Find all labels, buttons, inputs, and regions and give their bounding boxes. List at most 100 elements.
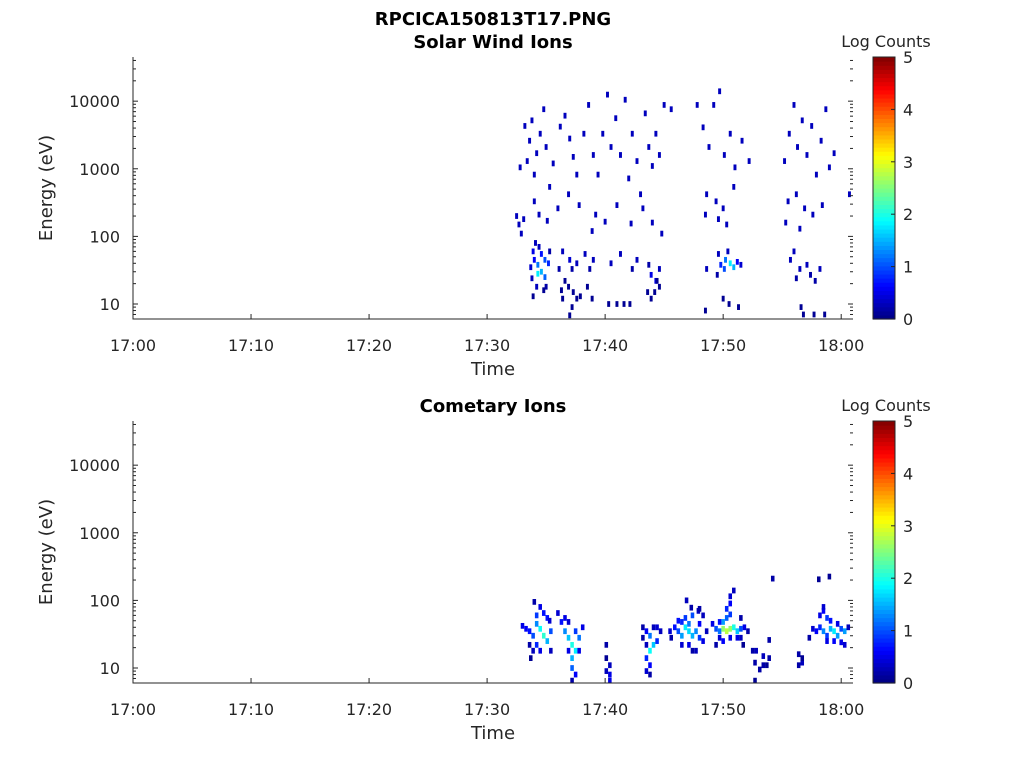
spectrogram-cell	[608, 677, 612, 683]
colorbar-segment	[873, 515, 895, 520]
spectrogram-cell	[728, 600, 733, 607]
spectrogram-cell	[690, 612, 695, 619]
spectrogram-cell	[739, 615, 743, 621]
spectrogram-cell	[697, 634, 702, 641]
spectrogram-cell	[821, 607, 826, 614]
spectrogram-cell	[644, 655, 649, 661]
colorbar-segment	[873, 224, 895, 230]
spectrogram-cell	[570, 677, 574, 683]
spectrogram-cell	[649, 295, 653, 302]
spectrogram-cell	[717, 634, 722, 641]
spectrogram-cell	[690, 632, 695, 639]
x-tick-label: 17:30	[464, 700, 510, 719]
spectrogram-cell	[534, 612, 539, 619]
spectrogram-cell	[814, 628, 819, 635]
colorbar-segment	[873, 282, 895, 287]
spectrogram-cell	[707, 144, 711, 150]
colorbar-segment	[873, 122, 895, 128]
colorbar-segment	[873, 613, 895, 619]
spectrogram-cell	[580, 624, 585, 631]
spectrogram-cell	[846, 624, 851, 631]
spectrogram-cell	[577, 647, 581, 654]
spectrogram-cell	[683, 615, 688, 621]
spectrogram-cell	[721, 295, 725, 302]
y-tick-label: 1000	[79, 524, 120, 543]
spectrogram-cell	[737, 304, 740, 310]
colorbar-segment	[873, 637, 895, 643]
spectrogram-cell	[842, 641, 847, 648]
spectrogram-cell	[571, 154, 575, 160]
spectrogram-cell	[705, 266, 709, 272]
spectrogram-cell	[649, 271, 653, 278]
colorbar-segment	[873, 597, 895, 602]
colorbar-segment	[873, 175, 895, 181]
colorbar-segment	[873, 678, 895, 684]
spectrogram-cell	[644, 668, 649, 674]
colorbar-segment	[873, 200, 895, 205]
spectrogram-cell	[541, 632, 546, 639]
colorbar-segment	[873, 547, 895, 553]
spectrogram-cell	[541, 610, 546, 616]
colorbar-title: Log Counts	[841, 32, 931, 51]
spectrogram-cell	[591, 152, 595, 158]
spectrogram-cell	[651, 641, 656, 648]
colorbar-frame	[872, 56, 896, 320]
spectrogram-cell	[740, 137, 744, 144]
spectrogram-cell	[641, 624, 645, 631]
colorbar-segment	[873, 134, 895, 140]
spectrogram-cell	[739, 625, 743, 632]
spectrogram-cell	[650, 163, 654, 169]
x-tick-label: 17:00	[110, 336, 156, 355]
spectrogram-cell	[724, 615, 729, 621]
colorbar-segment	[873, 453, 895, 459]
colorbar-segment	[873, 114, 895, 119]
colorbar-segment	[873, 273, 895, 279]
colorbar-segment	[873, 306, 895, 312]
spectrogram-cell	[680, 641, 684, 648]
spectrogram-cell	[669, 106, 673, 113]
spectrogram-cell	[545, 615, 550, 621]
spectrogram-cell	[798, 266, 802, 272]
spectrogram-cell	[694, 628, 698, 635]
colorbar-segment	[873, 241, 895, 246]
spectrogram-cell	[680, 619, 684, 625]
spectrogram-cell	[577, 202, 581, 208]
y-tick-label: 10000	[69, 456, 120, 475]
spectrogram-cell	[573, 628, 578, 635]
colorbar-segment	[873, 445, 895, 451]
colorbar-segment	[873, 245, 895, 250]
colorbar-segment	[873, 192, 895, 197]
spectrogram-cell	[648, 671, 652, 678]
spectrogram-cell	[542, 287, 546, 294]
spectrogram-cell	[794, 275, 798, 282]
spectrogram-cell	[628, 301, 632, 307]
x-tick-label: 17:30	[464, 336, 510, 355]
colorbar-segment	[873, 269, 895, 275]
spectrogram-cell	[538, 130, 542, 137]
spectrogram-cell	[537, 211, 541, 218]
spectrogram-cell	[673, 624, 677, 631]
spectrogram-cell	[549, 647, 553, 654]
spectrogram-cell	[721, 205, 725, 212]
colorbar-segment	[873, 102, 895, 107]
spectrogram-cell	[563, 615, 567, 621]
colorbar-segment	[873, 208, 895, 214]
spectrogram-cell	[726, 248, 730, 255]
spectrogram-cell	[694, 647, 698, 654]
colorbar-title: Log Counts	[841, 396, 931, 415]
y-tick-label: 1000	[79, 160, 120, 179]
panel-bottom: 17:00 17:10 17:20 17:30 17:40 17:50 18:0010100…	[36, 396, 931, 744]
x-tick-label: 17:20	[346, 336, 392, 355]
spectrogram-cell	[601, 130, 605, 137]
spectrogram-cell	[683, 624, 688, 631]
spectrogram-cell	[786, 198, 790, 205]
spectrogram-cell	[725, 221, 729, 228]
spectrogram-cell	[528, 137, 532, 144]
spectrogram-cell	[559, 287, 563, 294]
colorbar-tick-label: 2	[903, 205, 913, 224]
spectrogram-cell	[800, 659, 805, 666]
spectrogram-cell	[648, 662, 652, 669]
spectrogram-cell	[566, 634, 571, 641]
colorbar-segment	[873, 110, 895, 115]
